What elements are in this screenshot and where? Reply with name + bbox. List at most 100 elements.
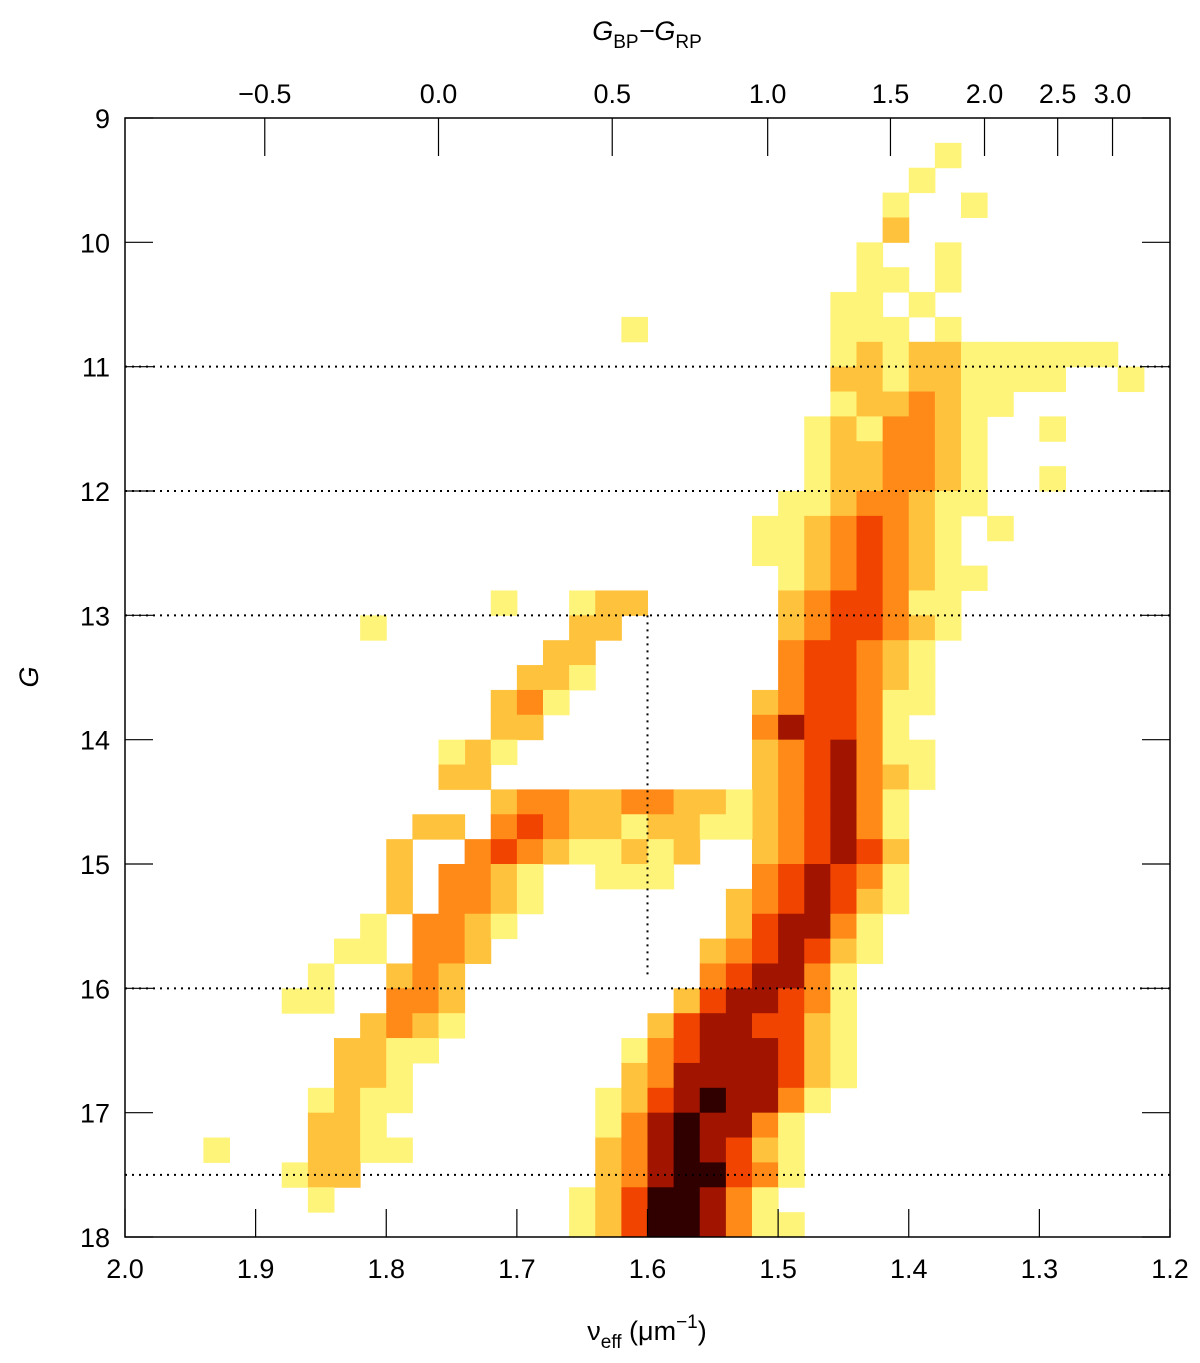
heat-cell — [961, 466, 988, 492]
heat-cell — [621, 789, 648, 815]
heat-cell — [412, 938, 439, 964]
heat-cell — [752, 515, 779, 542]
heat-cell — [830, 789, 857, 815]
heat-cell — [882, 491, 910, 517]
heat-cell — [725, 963, 753, 989]
x2-tick-label: 0.0 — [420, 79, 458, 109]
heat-cell — [804, 1062, 831, 1089]
heat-cell — [334, 1062, 361, 1089]
heat-cell — [569, 615, 596, 641]
heat-cell — [543, 689, 570, 716]
heat-cell — [934, 242, 962, 268]
heat-cell — [856, 913, 884, 940]
heat-cell — [830, 1038, 857, 1064]
heat-cell — [516, 888, 544, 915]
heat-cell — [882, 764, 910, 790]
heat-cell — [1117, 366, 1145, 393]
heat-cell — [464, 764, 492, 790]
heat-cell — [752, 1062, 779, 1089]
heat-cell — [908, 167, 936, 194]
heat-cell — [621, 1062, 648, 1089]
heat-cell — [830, 764, 857, 790]
y-tick-label: 17 — [80, 1099, 110, 1129]
heat-cell — [464, 938, 492, 964]
heat-cell — [647, 1137, 675, 1163]
heat-cell — [412, 814, 439, 840]
y-tick-label: 9 — [95, 104, 110, 134]
heat-cell — [569, 1187, 596, 1213]
heat-cell — [1013, 341, 1040, 368]
heat-cell — [804, 416, 831, 442]
y-tick-label: 14 — [80, 726, 110, 756]
heat-cell — [908, 640, 936, 666]
heat-cell — [882, 565, 910, 591]
heat-cell — [360, 1038, 387, 1064]
heat-cell — [804, 963, 831, 989]
heat-cell — [882, 739, 910, 766]
heat-cell — [778, 665, 805, 691]
heat-cell — [830, 540, 857, 567]
heat-cell — [621, 1212, 648, 1238]
x-axis-label: νeff (μm−1) — [587, 1312, 707, 1353]
heat-cell — [752, 540, 779, 567]
heat-cell — [752, 1087, 779, 1114]
heat-cell — [1039, 341, 1066, 368]
heat-cell — [856, 366, 884, 393]
heat-cell — [647, 1038, 675, 1064]
heat-cell — [987, 366, 1014, 393]
heat-cell — [934, 615, 962, 641]
x2-label-sub: RP — [675, 32, 701, 53]
heat-cell — [699, 789, 727, 815]
heat-cell — [752, 1038, 779, 1064]
heat-cell — [882, 515, 910, 542]
heat-cell — [621, 1038, 648, 1064]
heat-cell — [856, 814, 884, 840]
y-axis-label: G — [14, 666, 44, 687]
heat-cell — [569, 1212, 596, 1238]
heat-cell — [908, 764, 936, 790]
heat-cell — [830, 1062, 857, 1089]
heat-cell — [334, 1038, 361, 1064]
heat-cell — [360, 1062, 387, 1089]
heat-cell — [934, 441, 962, 467]
heat-cell — [412, 988, 439, 1014]
heat-cell — [882, 590, 910, 616]
heat-cell — [516, 839, 544, 865]
heat-cell — [464, 864, 492, 890]
heat-cell — [595, 1112, 622, 1139]
heat-cell — [569, 814, 596, 840]
heat-cell — [412, 913, 439, 940]
heat-cell — [464, 839, 492, 865]
heat-cell — [882, 416, 910, 442]
x2-axis-label: GBP−GRP — [592, 16, 702, 53]
heat-cell — [438, 814, 466, 840]
heat-cell — [934, 366, 962, 393]
heat-cell — [725, 1137, 753, 1163]
heat-cell — [778, 864, 805, 890]
heat-cell — [464, 913, 492, 940]
heat-cell — [882, 640, 910, 666]
heat-cell — [386, 1087, 413, 1114]
heat-cell — [856, 466, 884, 492]
heat-cell — [725, 814, 753, 840]
heat-cell — [699, 1062, 727, 1089]
heat-cell — [882, 540, 910, 567]
heat-cell — [882, 789, 910, 815]
heat-cell — [804, 491, 831, 517]
heat-cell — [778, 938, 805, 964]
x-tick-label: 1.8 — [367, 1254, 405, 1284]
heat-cell — [856, 665, 884, 691]
heat-cell — [673, 1038, 701, 1064]
x2-label-part: G — [592, 16, 613, 46]
heat-cell — [699, 1112, 727, 1139]
heat-cell — [882, 839, 910, 865]
heat-cell — [778, 988, 805, 1014]
heat-cell — [516, 665, 544, 691]
heat-cell — [621, 814, 648, 840]
x-tick-label: 1.2 — [1151, 1254, 1189, 1284]
heat-cell — [386, 839, 413, 865]
heat-cell — [621, 1112, 648, 1139]
x2-tick-label: −0.5 — [238, 79, 291, 109]
heat-cell — [595, 615, 622, 641]
